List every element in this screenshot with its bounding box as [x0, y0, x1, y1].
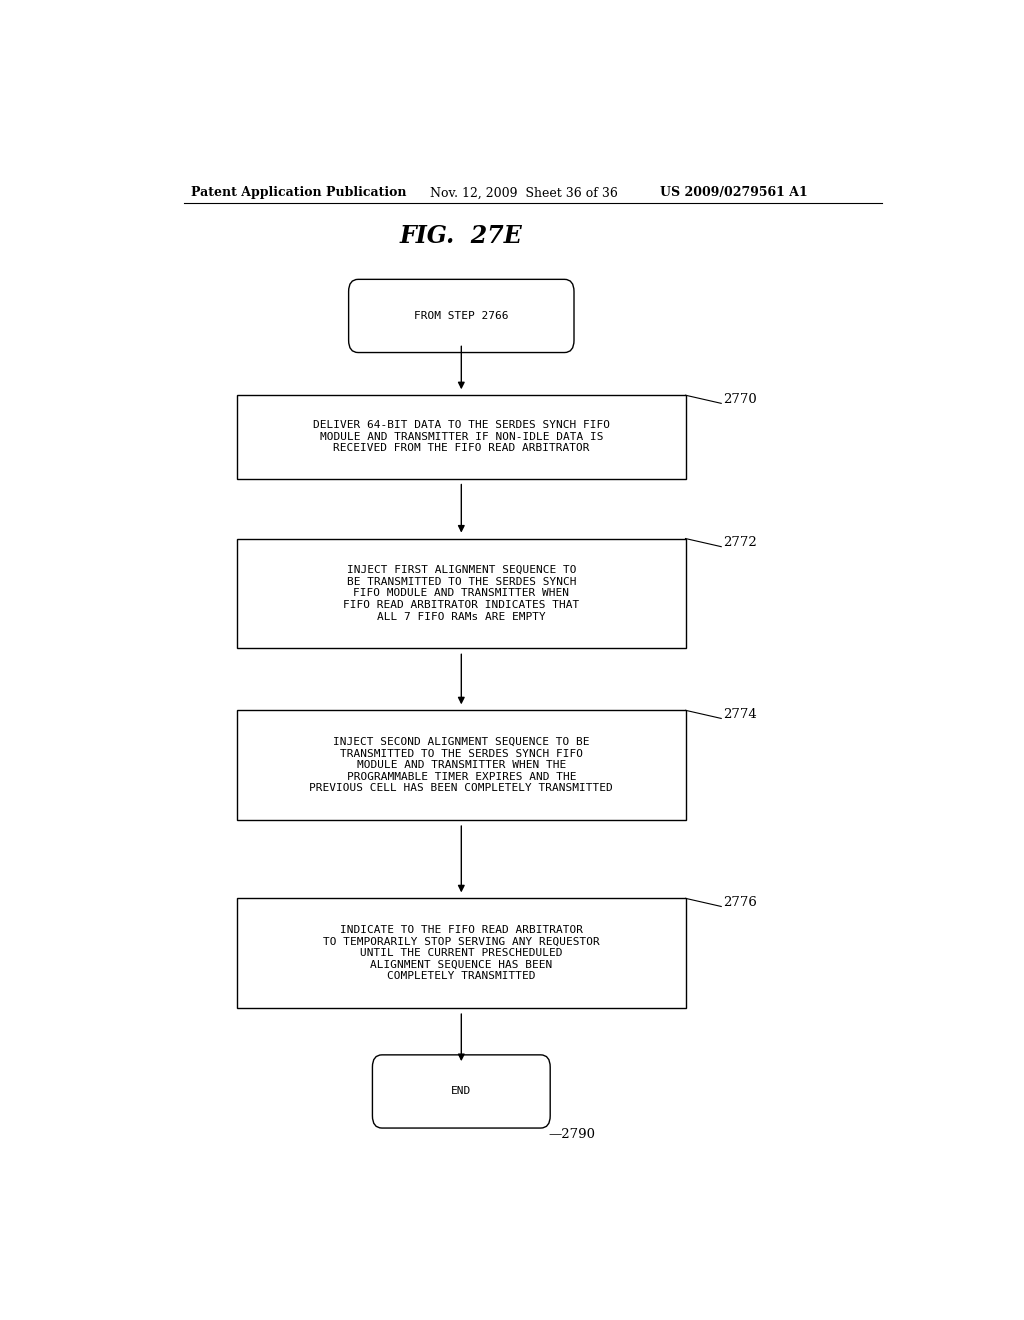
Text: FROM STEP 2766: FROM STEP 2766	[414, 312, 509, 321]
FancyBboxPatch shape	[373, 1055, 550, 1129]
Text: Nov. 12, 2009  Sheet 36 of 36: Nov. 12, 2009 Sheet 36 of 36	[430, 186, 617, 199]
Text: FIG.  27E: FIG. 27E	[400, 223, 522, 248]
Text: END: END	[452, 1086, 471, 1097]
Text: Patent Application Publication: Patent Application Publication	[191, 186, 407, 199]
Text: INJECT SECOND ALIGNMENT SEQUENCE TO BE
TRANSMITTED TO THE SERDES SYNCH FIFO
MODU: INJECT SECOND ALIGNMENT SEQUENCE TO BE T…	[309, 737, 613, 793]
Text: DELIVER 64-BIT DATA TO THE SERDES SYNCH FIFO
MODULE AND TRANSMITTER IF NON-IDLE : DELIVER 64-BIT DATA TO THE SERDES SYNCH …	[312, 420, 610, 454]
Bar	[238, 899, 685, 1008]
Text: INDICATE TO THE FIFO READ ARBITRATOR
TO TEMPORARILY STOP SERVING ANY REQUESTOR
U: INDICATE TO THE FIFO READ ARBITRATOR TO …	[323, 925, 600, 982]
Text: 2774: 2774	[724, 708, 758, 721]
Bar	[238, 539, 685, 648]
Text: —2790: —2790	[549, 1129, 596, 1140]
Text: US 2009/0279561 A1: US 2009/0279561 A1	[659, 186, 808, 199]
Bar	[238, 395, 685, 479]
FancyBboxPatch shape	[348, 280, 574, 352]
Text: INJECT FIRST ALIGNMENT SEQUENCE TO
BE TRANSMITTED TO THE SERDES SYNCH
FIFO MODUL: INJECT FIRST ALIGNMENT SEQUENCE TO BE TR…	[343, 565, 580, 622]
Text: 2772: 2772	[724, 536, 758, 549]
Text: 2776: 2776	[724, 896, 758, 909]
Text: 2770: 2770	[724, 393, 758, 405]
Bar	[238, 710, 685, 820]
